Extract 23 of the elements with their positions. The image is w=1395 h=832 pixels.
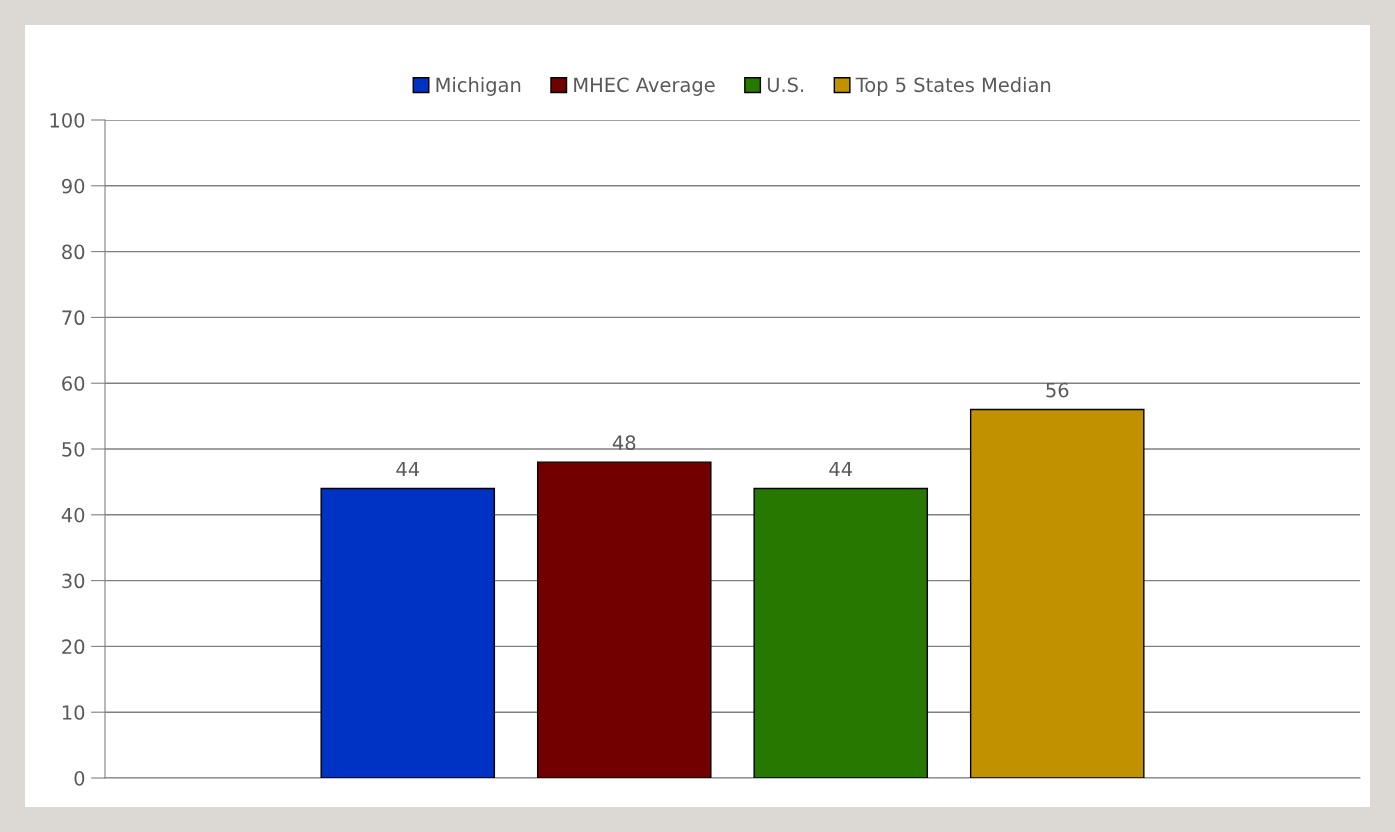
bar (320, 487, 496, 778)
data-label: 56 (1046, 382, 1069, 398)
y-tick-label: 70 (62, 310, 85, 326)
y-tick-label: 60 (62, 376, 85, 391)
y-tick-label: 40 (61, 507, 85, 523)
y-tick-label: 20 (62, 639, 85, 655)
data-label: 44 (396, 461, 420, 477)
y-tick-label: 10 (62, 705, 85, 720)
y-tick-label: 90 (62, 178, 85, 194)
bar (536, 461, 712, 778)
y-tick-label: 50 (62, 441, 85, 457)
data-label: 48 (612, 435, 636, 451)
y-tick-label: 80 (62, 244, 85, 260)
bar (753, 487, 929, 778)
y-tick-label: 0 (74, 770, 85, 786)
y-tick-label: 100 (50, 112, 85, 128)
legend-label: Michigan (436, 77, 521, 96)
bar (969, 408, 1145, 778)
data-label: 44 (829, 461, 853, 477)
legend-label: MHEC Average (574, 77, 715, 96)
y-tick-label: 30 (62, 573, 85, 589)
legend-label: Top 5 States Median (855, 77, 1051, 96)
legend-label: U.S. (767, 77, 804, 93)
